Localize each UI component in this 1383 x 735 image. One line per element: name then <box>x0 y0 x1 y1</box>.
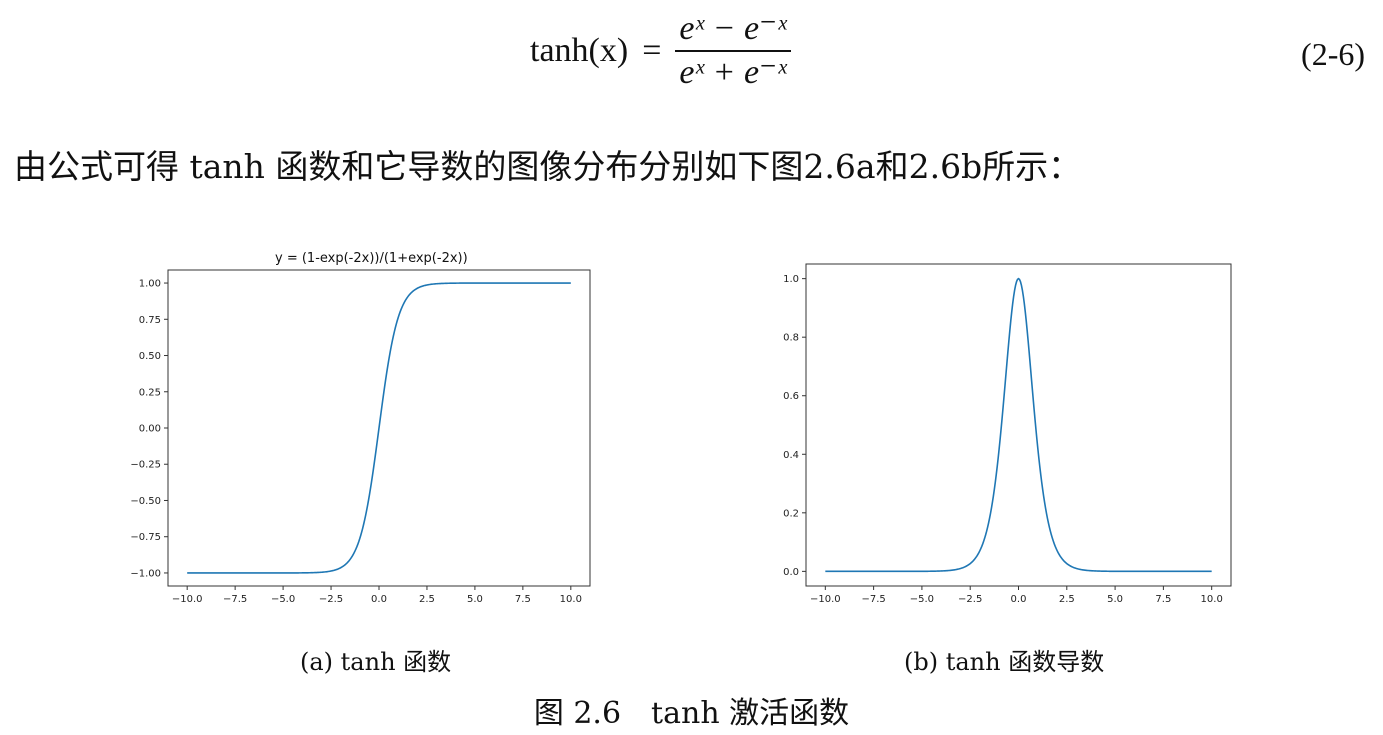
fraction-bar <box>675 50 791 52</box>
tanh-derivative-curve <box>825 277 1212 573</box>
chart-a-title: y = (1-exp(-2x))/(1+exp(-2x)) <box>275 251 468 266</box>
equation-equals: = <box>642 32 662 69</box>
y-tick-label: 0.4 <box>783 450 799 461</box>
plot-frame <box>805 263 1232 587</box>
equation: tanh(x) = eˣ − e⁻ˣ eˣ + e⁻ˣ <box>530 8 791 94</box>
equation-denominator: eˣ + e⁻ˣ <box>679 54 787 91</box>
figure-caption: 图 2.6 tanh 激活函数 <box>533 696 850 731</box>
y-tick-label: −0.75 <box>130 532 161 543</box>
x-tick-label: −10.0 <box>810 594 841 605</box>
x-tick-label: −7.5 <box>861 594 885 605</box>
chart-a-caption: (a) tanh 函数 <box>300 648 452 676</box>
x-tick-label: −5.0 <box>271 594 295 605</box>
y-tick-label: −0.25 <box>130 460 161 471</box>
y-tick-label: 1.0 <box>783 274 799 285</box>
chart-b-caption: (b) tanh 函数导数 <box>904 648 1105 676</box>
y-tick-label: 0.6 <box>783 391 799 402</box>
equation-number: (2-6) <box>1301 36 1365 72</box>
x-tick-label: 5.0 <box>1107 594 1123 605</box>
x-tick-label: 2.5 <box>419 594 435 605</box>
x-tick-label: 10.0 <box>560 594 582 605</box>
x-tick-label: 7.5 <box>1155 594 1171 605</box>
x-tick-label: −10.0 <box>172 594 203 605</box>
y-tick-label: 0.50 <box>139 351 161 362</box>
x-tick-label: −5.0 <box>910 594 934 605</box>
y-tick-label: 0.00 <box>139 424 161 435</box>
x-tick-label: 7.5 <box>515 594 531 605</box>
y-tick-label: −0.50 <box>130 496 161 507</box>
y-tick-label: −1.00 <box>130 568 161 579</box>
x-tick-label: −2.5 <box>958 594 982 605</box>
x-tick-label: 2.5 <box>1059 594 1075 605</box>
y-tick-label: 0.25 <box>139 387 161 398</box>
tanh-curve <box>187 282 571 574</box>
x-tick-label: 0.0 <box>371 594 387 605</box>
equation-fraction: eˣ − e⁻ˣ eˣ + e⁻ˣ <box>675 8 791 94</box>
y-tick-label: 1.00 <box>139 279 161 290</box>
y-tick-label: 0.75 <box>139 315 161 326</box>
y-tick-label: 0.2 <box>783 508 799 519</box>
y-tick-label: 0.0 <box>783 567 799 578</box>
x-tick-label: −7.5 <box>223 594 247 605</box>
x-tick-label: −2.5 <box>319 594 343 605</box>
x-tick-label: 10.0 <box>1201 594 1223 605</box>
y-tick-label: 0.8 <box>783 333 799 344</box>
equation-lhs: tanh(x) <box>530 32 629 69</box>
x-tick-label: 0.0 <box>1011 594 1027 605</box>
body-sentence: 由公式可得 tanh 函数和它导数的图像分布分别如下图2.6a和2.6b所示： <box>14 147 1082 186</box>
equation-numerator: eˣ − e⁻ˣ <box>679 10 787 47</box>
x-tick-label: 5.0 <box>467 594 483 605</box>
